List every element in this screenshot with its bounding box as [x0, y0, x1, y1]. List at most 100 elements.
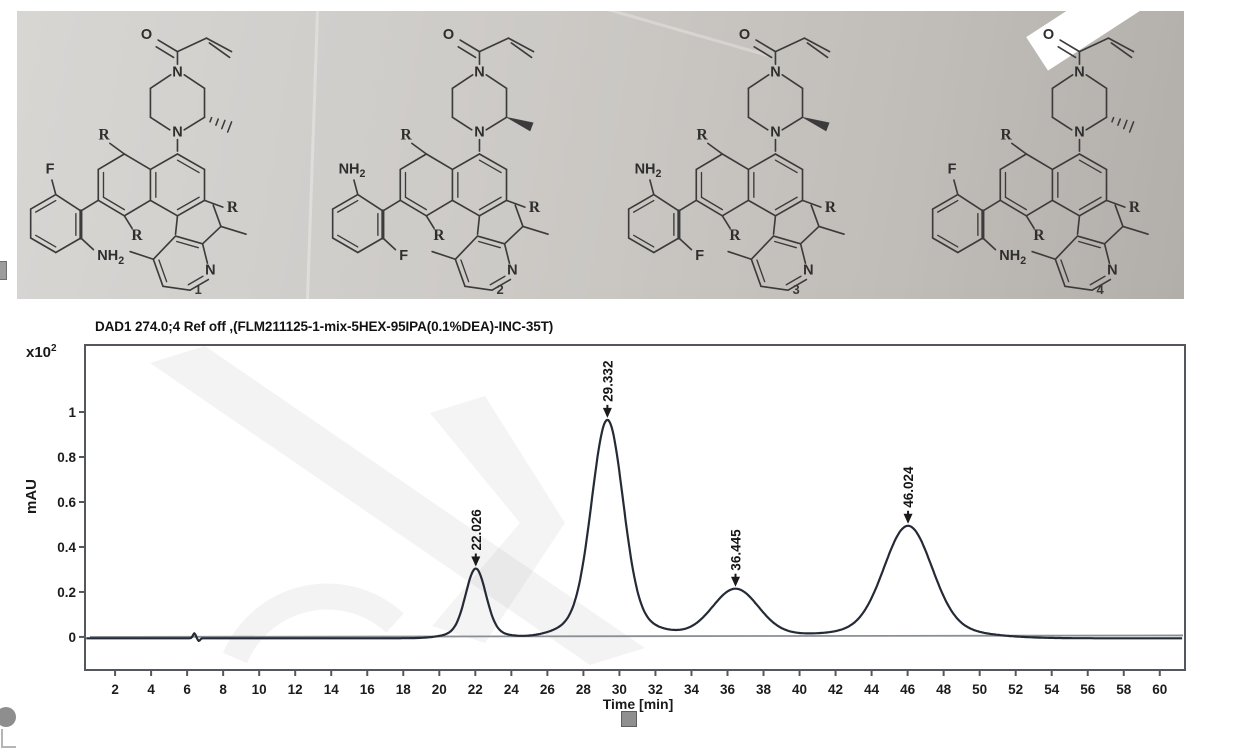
svg-text:N: N — [205, 263, 215, 279]
svg-text:NH2: NH2 — [339, 161, 366, 180]
svg-text:18: 18 — [396, 682, 412, 697]
svg-text:46.024: 46.024 — [901, 466, 916, 508]
svg-text:54: 54 — [1044, 682, 1060, 697]
svg-text:R: R — [1000, 127, 1012, 144]
svg-text:F: F — [399, 248, 408, 264]
peak-36.445: 36.445 — [729, 529, 744, 587]
chromatogram-plot: 2 4 6 8 10 12 14 16 18 20 22 24 26 28 30 32 34 36 38 40 42 44… — [57, 318, 1186, 697]
svg-text:N: N — [507, 263, 517, 279]
svg-text:46: 46 — [900, 682, 916, 697]
svg-text:0.4: 0.4 — [57, 540, 76, 555]
svg-text:R: R — [131, 227, 143, 244]
molecule-structure-2: O N N R R R N NH2 F — [331, 27, 549, 291]
bottom-center-handle[interactable] — [621, 711, 637, 727]
y-multiplier-exponent: 2 — [51, 343, 57, 354]
peak-22.026: 22.026 — [469, 509, 484, 567]
compound-number: 4 — [1096, 282, 1104, 297]
svg-text:NH2: NH2 — [97, 248, 124, 267]
svg-text:40: 40 — [792, 682, 807, 697]
peak-29.332: 29.332 — [600, 361, 615, 418]
svg-text:44: 44 — [864, 682, 880, 697]
svg-text:12: 12 — [288, 682, 303, 697]
x-axis-ticks: 2 4 6 8 10 12 14 16 18 20 22 24 26 28 30 32 34 36 38 40 42 44… — [111, 670, 1167, 697]
svg-text:0.2: 0.2 — [57, 585, 76, 600]
svg-text:2: 2 — [111, 682, 119, 697]
y-axis-multiplier: x102 — [26, 343, 57, 361]
svg-text:R: R — [98, 127, 110, 144]
svg-text:R: R — [1129, 199, 1141, 216]
svg-text:N: N — [770, 65, 780, 81]
svg-text:0.8: 0.8 — [57, 450, 76, 465]
svg-text:32: 32 — [648, 682, 663, 697]
cutoff-frame-fragment — [1, 746, 16, 748]
bottom-left-dot[interactable] — [0, 707, 16, 727]
svg-text:N: N — [1074, 125, 1084, 141]
svg-text:N: N — [1107, 263, 1117, 279]
compound-number: 1 — [194, 282, 202, 297]
svg-text:4: 4 — [147, 682, 155, 697]
y-axis-ticks: 0 0.2 0.4 0.6 0.8 1 — [57, 405, 85, 645]
svg-text:34: 34 — [684, 682, 700, 697]
watermark-shapes — [150, 318, 759, 665]
svg-text:22.026: 22.026 — [469, 509, 484, 551]
svg-text:10: 10 — [252, 682, 267, 697]
svg-text:16: 16 — [360, 682, 376, 697]
svg-text:NH2: NH2 — [635, 161, 662, 180]
compound-figure-1: O N N R R R N F NH2 1 — [20, 13, 305, 297]
svg-text:N: N — [803, 263, 813, 279]
compound-number: 2 — [496, 282, 504, 297]
svg-text:R: R — [529, 199, 541, 216]
svg-text:N: N — [172, 65, 182, 81]
svg-text:22: 22 — [468, 682, 483, 697]
svg-text:8: 8 — [219, 682, 227, 697]
paper-crease — [305, 11, 320, 299]
svg-text:56: 56 — [1080, 682, 1096, 697]
svg-text:24: 24 — [504, 682, 520, 697]
cutoff-frame-fragment — [1, 729, 3, 748]
svg-text:NH2: NH2 — [999, 248, 1026, 267]
plot-frame — [84, 344, 1186, 671]
svg-text:R: R — [227, 199, 239, 216]
svg-text:1: 1 — [68, 405, 76, 420]
molecule-structure-1: O N N R R R N F NH2 — [29, 27, 247, 291]
svg-text:14: 14 — [324, 682, 340, 697]
svg-text:N: N — [474, 125, 484, 141]
svg-text:F: F — [695, 248, 704, 264]
molecule-structure-3: O N N R R R N NH2 F — [627, 27, 845, 291]
compound-figure-4: O N N R R R N F NH2 4 — [922, 13, 1184, 297]
svg-text:48: 48 — [936, 682, 952, 697]
left-edge-handle[interactable] — [0, 261, 7, 280]
svg-text:N: N — [770, 125, 780, 141]
svg-text:36.445: 36.445 — [729, 529, 744, 571]
svg-text:29.332: 29.332 — [600, 361, 615, 402]
svg-text:F: F — [948, 161, 957, 177]
svg-text:R: R — [400, 127, 412, 144]
svg-text:36: 36 — [720, 682, 736, 697]
svg-text:28: 28 — [576, 682, 592, 697]
y-multiplier-base: x10 — [26, 344, 52, 361]
svg-text:O: O — [739, 27, 750, 43]
compound-figure-3: O N N R R R N NH2 F 3 — [618, 13, 903, 297]
svg-text:26: 26 — [540, 682, 556, 697]
svg-text:42: 42 — [828, 682, 843, 697]
structures-photo: O N N R R R N F NH2 1 O N N R R R N NH2 F 2 O N N R R R N NH2 F … — [17, 11, 1184, 299]
svg-text:O: O — [1043, 27, 1054, 43]
x-axis-label: Time [min] — [602, 696, 674, 712]
svg-text:N: N — [474, 65, 484, 81]
svg-text:R: R — [696, 127, 708, 144]
svg-text:O: O — [443, 27, 454, 43]
molecule-structure-4: O N N R R R N F NH2 — [931, 27, 1149, 291]
svg-text:F: F — [46, 161, 55, 177]
svg-text:0.6: 0.6 — [57, 495, 76, 510]
svg-text:50: 50 — [972, 682, 987, 697]
compound-figure-2: O N N R R R N NH2 F 2 — [322, 13, 607, 297]
svg-text:20: 20 — [432, 682, 447, 697]
svg-text:R: R — [1033, 227, 1045, 244]
svg-text:30: 30 — [612, 682, 627, 697]
svg-text:N: N — [1074, 65, 1084, 81]
svg-text:O: O — [141, 27, 152, 43]
svg-text:R: R — [433, 227, 445, 244]
svg-text:N: N — [172, 125, 182, 141]
svg-text:0: 0 — [68, 630, 76, 645]
